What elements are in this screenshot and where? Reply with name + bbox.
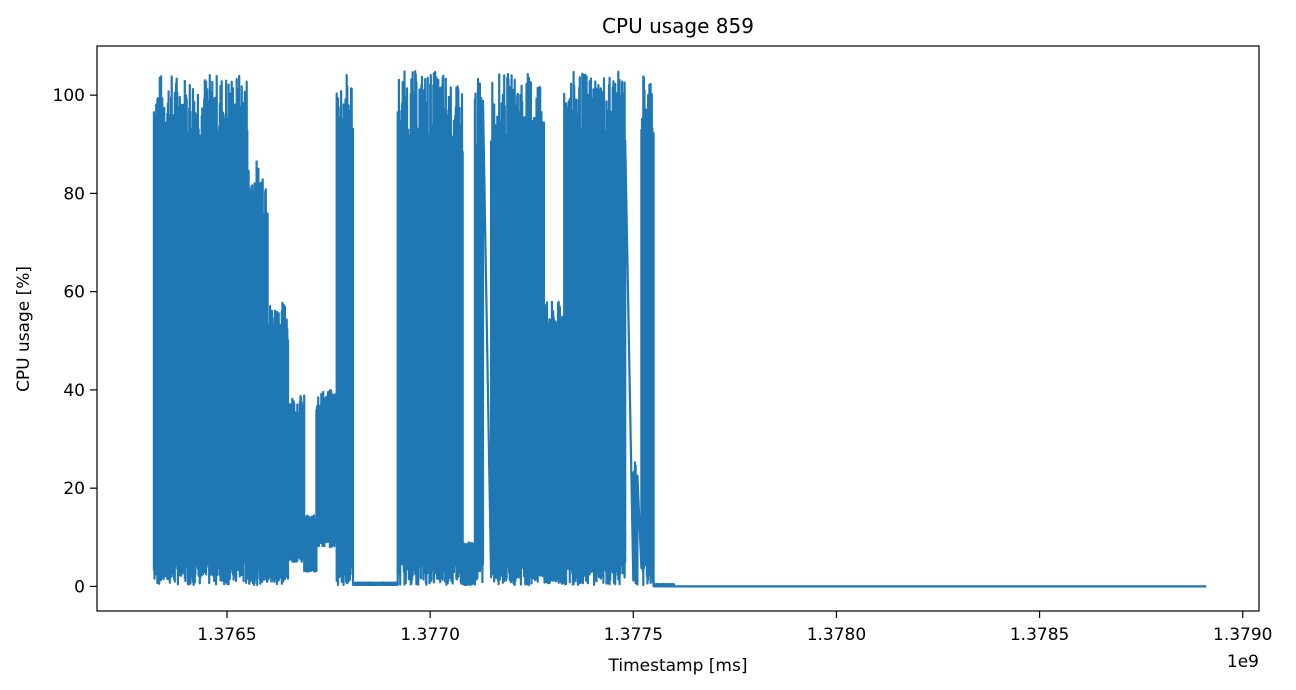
y-tick-label: 20 bbox=[63, 479, 85, 499]
cpu-usage-series bbox=[152, 70, 1207, 588]
y-tick-label: 0 bbox=[74, 577, 85, 597]
y-axis-label: CPU usage [%] bbox=[14, 266, 34, 392]
x-tick-label: 1.3765 bbox=[197, 625, 256, 645]
x-axis-offset-label: 1e9 bbox=[1227, 652, 1259, 672]
y-tick-label: 80 bbox=[63, 184, 85, 204]
y-tick-label: 100 bbox=[53, 86, 85, 106]
y-axis: 0 20 40 60 80 100 bbox=[53, 86, 97, 597]
x-tick-label: 1.3785 bbox=[1010, 625, 1069, 645]
y-tick-label: 60 bbox=[63, 283, 85, 303]
x-tick-label: 1.3790 bbox=[1213, 625, 1272, 645]
chart-title: CPU usage 859 bbox=[602, 14, 754, 38]
x-tick-label: 1.3775 bbox=[604, 625, 663, 645]
x-tick-label: 1.3770 bbox=[400, 625, 459, 645]
x-axis: 1.3765 1.3770 1.3775 1.3780 1.3785 1.3790 bbox=[197, 611, 1272, 645]
axes-frame bbox=[96, 45, 1260, 612]
data-series-line bbox=[152, 70, 1207, 588]
x-axis-label: Timestamp [ms] bbox=[608, 656, 748, 676]
x-tick-label: 1.3780 bbox=[807, 625, 866, 645]
y-tick-label: 40 bbox=[63, 381, 85, 401]
